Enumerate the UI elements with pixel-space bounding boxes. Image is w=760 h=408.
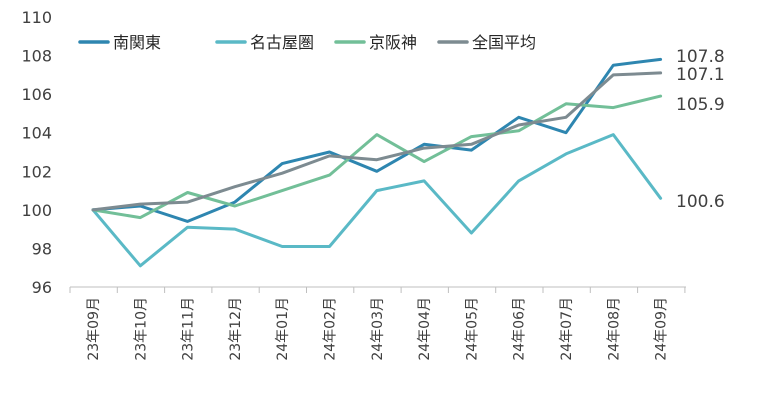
y-tick-label: 110 [21, 8, 52, 27]
series-line [91, 133, 663, 268]
series-line [91, 57, 663, 223]
end-value-label: 105.9 [676, 95, 725, 115]
x-tick-label: 24年09月 [654, 297, 670, 361]
legend: 南関東 名古屋圏 京阪神 全国平均 [78, 33, 536, 52]
x-axis: 23年09月 23年10月 23年11月 23年12月 24年01月 24年02月 24年0… [69, 286, 686, 361]
y-tick-label: 100 [21, 201, 52, 220]
y-axis: 96 98 100 102 104 106 108 110 [21, 8, 52, 297]
x-tick-label: 24年03月 [370, 297, 386, 361]
end-value-label: 100.6 [676, 192, 725, 212]
end-value-label: 107.1 [676, 65, 725, 85]
x-tick-label: 24年06月 [512, 297, 528, 361]
y-tick-label: 102 [21, 162, 52, 181]
x-tick-label: 23年11月 [181, 297, 197, 361]
y-tick-label: 106 [21, 85, 52, 104]
x-tick-label: 24年08月 [606, 297, 622, 361]
series-line [91, 94, 663, 220]
y-tick-label: 96 [32, 278, 52, 297]
legend-label: 南関東 [113, 33, 161, 52]
legend-label: 全国平均 [472, 33, 536, 52]
x-tick-label: 24年05月 [464, 297, 480, 361]
y-tick-label: 104 [21, 124, 52, 143]
y-tick-label: 108 [21, 47, 52, 66]
x-tick-label: 24年07月 [559, 297, 575, 361]
legend-label: 名古屋圏 [250, 33, 314, 52]
x-tick-label: 24年04月 [417, 297, 433, 361]
x-tick-label: 23年12月 [228, 297, 244, 361]
x-tick-label: 23年09月 [86, 297, 102, 361]
x-tick-label: 23年10月 [133, 297, 149, 361]
series-layer [91, 57, 663, 268]
y-tick-label: 98 [32, 239, 52, 258]
end-value-label: 107.8 [676, 47, 725, 67]
x-tick-label: 24年01月 [275, 297, 291, 361]
series-line [91, 71, 663, 212]
x-tick-label: 24年02月 [323, 297, 339, 361]
legend-label: 京阪神 [369, 33, 417, 52]
